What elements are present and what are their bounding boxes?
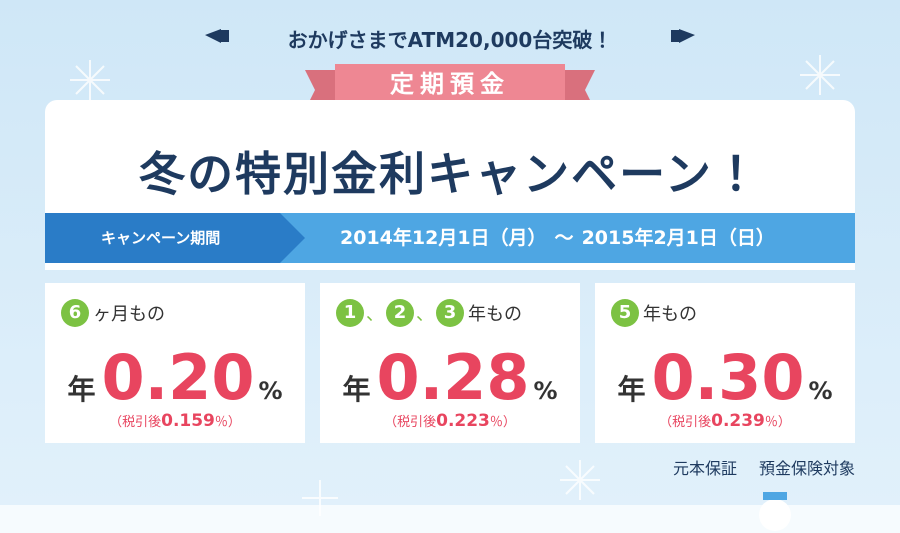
term-text: 年もの bbox=[468, 304, 522, 325]
badge-separator: 、 bbox=[416, 304, 434, 325]
rate-unit: % bbox=[258, 377, 283, 405]
rate: 年0.30% bbox=[595, 341, 855, 414]
term-text: ヶ月もの bbox=[93, 304, 165, 325]
term: 1、 2、 3 年もの bbox=[336, 299, 522, 327]
rate-prefix: 年 bbox=[617, 373, 646, 406]
rate: 年0.20% bbox=[45, 341, 305, 414]
term-badge: 2 bbox=[386, 299, 414, 327]
announcement: おかげさまでATM20,000台突破！ bbox=[287, 28, 613, 52]
after-tax-prefix: （税引後 bbox=[109, 415, 162, 430]
term-badge: 1 bbox=[336, 299, 364, 327]
after-tax-suffix: ％） bbox=[214, 415, 241, 430]
term-badge: 6 bbox=[61, 299, 89, 327]
after-tax: （税引後0.159％） bbox=[45, 411, 305, 431]
term-badge: 5 bbox=[611, 299, 639, 327]
footer-note: 元本保証 bbox=[672, 459, 737, 478]
ribbon: 定期預金 bbox=[335, 64, 565, 104]
after-tax: （税引後0.239％） bbox=[595, 411, 855, 431]
term: 5 年もの bbox=[611, 299, 697, 327]
after-tax: （税引後0.223％） bbox=[320, 411, 580, 431]
after-tax-rate: 0.159 bbox=[161, 411, 215, 431]
title: 冬の特別金利キャンペーン！ bbox=[139, 147, 761, 201]
after-tax-rate: 0.239 bbox=[711, 411, 765, 431]
after-tax-suffix: ％） bbox=[764, 415, 791, 430]
period-dates: 2014年12月1日（月） ～ 2015年2月1日（日） bbox=[340, 213, 783, 263]
rate-prefix: 年 bbox=[67, 373, 96, 406]
period-end: 2015年2月1日（日） bbox=[581, 227, 775, 249]
footer-note: 預金保険対象 bbox=[758, 459, 855, 478]
rate-card: 6 ヶ月もの 年0.20% （税引後0.159％） bbox=[45, 283, 305, 443]
period-label: キャンペーン期間 bbox=[45, 213, 305, 263]
rate-value: 0.20 bbox=[101, 341, 255, 414]
rate: 年0.28% bbox=[320, 341, 580, 414]
after-tax-suffix: ％） bbox=[489, 415, 516, 430]
rate-prefix: 年 bbox=[342, 373, 371, 406]
rate-value: 0.28 bbox=[376, 341, 530, 414]
after-tax-prefix: （税引後 bbox=[384, 415, 437, 430]
after-tax-rate: 0.223 bbox=[436, 411, 490, 431]
rate-unit: % bbox=[533, 377, 558, 405]
footer: 元本保証 預金保険対象 bbox=[651, 455, 855, 479]
after-tax-prefix: （税引後 bbox=[659, 415, 712, 430]
badge-separator: 、 bbox=[366, 304, 384, 325]
rate-card: 1、 2、 3 年もの 年0.28% （税引後0.223％） bbox=[320, 283, 580, 443]
period-separator: ～ bbox=[554, 227, 574, 249]
term-badge: 3 bbox=[436, 299, 464, 327]
rate-unit: % bbox=[808, 377, 833, 405]
term: 6 ヶ月もの bbox=[61, 299, 165, 327]
period-start: 2014年12月1日（月） bbox=[340, 227, 547, 249]
rate-card: 5 年もの 年0.30% （税引後0.239％） bbox=[595, 283, 855, 443]
term-text: 年もの bbox=[643, 304, 697, 325]
rate-value: 0.30 bbox=[651, 341, 805, 414]
